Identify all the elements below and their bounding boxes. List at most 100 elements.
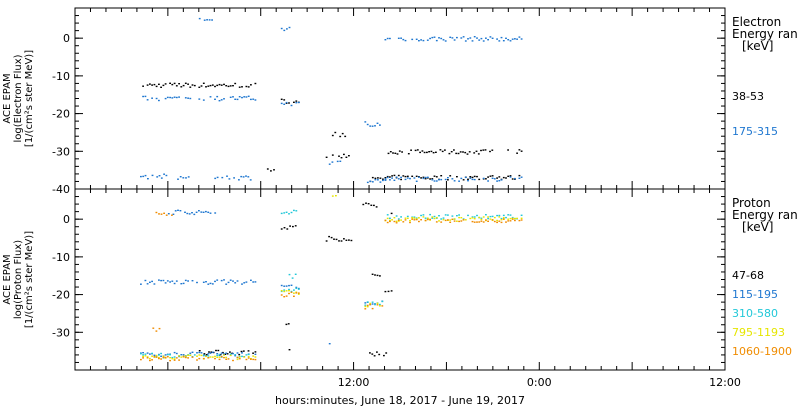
series-795-1193: [142, 195, 523, 361]
data-point: [215, 349, 217, 352]
data-point: [444, 40, 447, 42]
data-point: [164, 83, 167, 85]
data-point: [151, 359, 153, 361]
data-point: [389, 219, 391, 222]
data-point: [516, 217, 518, 220]
data-point: [451, 215, 454, 217]
data-point: [404, 39, 407, 42]
data-point: [489, 36, 492, 38]
data-point: [153, 354, 156, 356]
data-point: [175, 357, 178, 359]
data-point: [366, 304, 369, 307]
data-point: [236, 280, 239, 282]
data-point: [210, 351, 213, 353]
data-point: [166, 280, 169, 282]
data-point: [464, 176, 467, 179]
data-point: [376, 302, 379, 304]
series-310-580: [140, 209, 523, 359]
data-point: [471, 216, 474, 218]
y-tick-label: -30: [52, 326, 70, 339]
data-point: [460, 220, 463, 222]
data-point: [406, 175, 409, 177]
data-point: [464, 219, 467, 221]
data-point: [424, 219, 427, 222]
data-point: [288, 26, 291, 29]
data-point: [418, 217, 420, 219]
data-point: [155, 97, 158, 100]
data-point: [242, 176, 245, 178]
data-point: [280, 212, 283, 215]
data-point: [382, 178, 384, 180]
y-tick-label: -40: [52, 183, 70, 196]
data-point: [166, 96, 169, 99]
data-point: [384, 178, 387, 180]
data-point: [384, 179, 387, 181]
data-point: [280, 102, 283, 105]
data-point: [156, 176, 159, 178]
data-point: [411, 175, 414, 177]
data-point: [462, 36, 465, 38]
y-tick-label: 0: [63, 32, 70, 45]
data-point: [489, 215, 492, 218]
data-point: [413, 216, 416, 218]
data-point: [406, 217, 409, 219]
data-point: [158, 213, 160, 215]
data-point: [428, 151, 430, 153]
data-point: [207, 355, 210, 357]
data-point: [413, 219, 416, 221]
data-point: [415, 180, 418, 182]
data-point: [393, 174, 396, 177]
data-point: [433, 217, 436, 220]
data-point: [149, 359, 151, 362]
data-point: [223, 98, 225, 100]
data-point: [397, 218, 400, 220]
data-point: [331, 154, 334, 156]
data-point: [229, 96, 232, 98]
data-point: [147, 178, 149, 180]
data-point: [395, 176, 398, 178]
data-point: [462, 151, 464, 153]
data-point: [509, 214, 512, 216]
data-point: [364, 308, 367, 310]
data-point: [175, 352, 178, 355]
data-point: [371, 273, 374, 275]
data-point: [205, 355, 207, 358]
data-point: [202, 211, 205, 213]
data-point: [182, 354, 185, 356]
data-point: [241, 352, 243, 354]
data-point: [507, 220, 510, 222]
data-point: [173, 282, 176, 285]
data-point: [243, 282, 246, 284]
data-point: [233, 177, 235, 179]
data-point: [502, 214, 505, 217]
x-axis-label: hours:minutes, June 18, 2017 - June 19, …: [275, 394, 525, 407]
data-point: [502, 217, 505, 219]
data-point: [385, 352, 388, 354]
data-point: [440, 175, 443, 177]
data-point: [386, 217, 389, 220]
data-point: [187, 354, 189, 356]
data-point: [164, 282, 167, 284]
data-point: [175, 85, 178, 87]
data-point: [288, 273, 291, 276]
data-point: [158, 83, 160, 85]
data-point: [469, 177, 472, 179]
data-point: [369, 302, 372, 305]
data-point: [297, 292, 300, 294]
data-point: [505, 221, 507, 223]
data-point: [205, 210, 207, 213]
data-point: [216, 279, 219, 281]
data-point: [430, 150, 433, 153]
data-point: [191, 351, 194, 353]
data-point: [162, 84, 165, 87]
data-point: [447, 177, 449, 179]
data-point: [393, 179, 396, 181]
data-point: [164, 356, 167, 359]
data-point: [518, 149, 521, 151]
data-point: [438, 37, 440, 39]
data-point: [158, 175, 161, 177]
data-point: [451, 37, 454, 39]
data-point: [489, 150, 491, 153]
